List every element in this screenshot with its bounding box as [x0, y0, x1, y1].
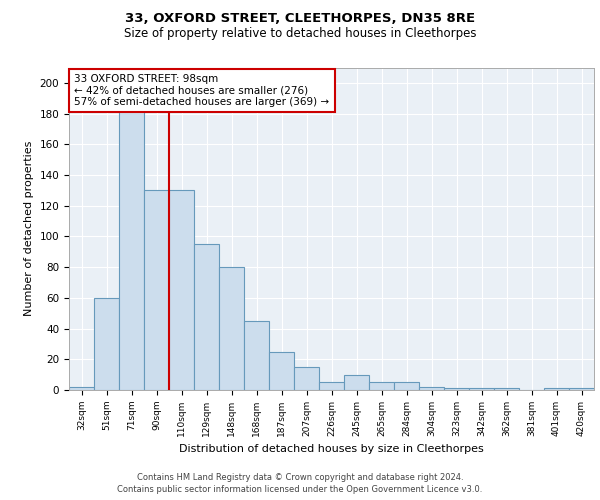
Bar	[144, 190, 169, 390]
Text: Contains HM Land Registry data © Crown copyright and database right 2024.: Contains HM Land Registry data © Crown c…	[137, 472, 463, 482]
Bar	[319, 382, 344, 390]
Bar	[269, 352, 294, 390]
Bar	[194, 244, 219, 390]
Bar	[119, 98, 144, 390]
Bar	[169, 190, 194, 390]
Text: Size of property relative to detached houses in Cleethorpes: Size of property relative to detached ho…	[124, 28, 476, 40]
Text: Contains public sector information licensed under the Open Government Licence v3: Contains public sector information licen…	[118, 485, 482, 494]
Bar	[219, 267, 244, 390]
Bar	[294, 367, 319, 390]
Bar	[94, 298, 119, 390]
Bar	[69, 387, 94, 390]
Bar	[444, 388, 469, 390]
Bar	[419, 387, 444, 390]
Bar	[369, 382, 394, 390]
Bar	[244, 321, 269, 390]
Bar	[494, 388, 519, 390]
Bar	[469, 388, 494, 390]
Text: 33 OXFORD STREET: 98sqm
← 42% of detached houses are smaller (276)
57% of semi-d: 33 OXFORD STREET: 98sqm ← 42% of detache…	[74, 74, 329, 107]
X-axis label: Distribution of detached houses by size in Cleethorpes: Distribution of detached houses by size …	[179, 444, 484, 454]
Bar	[344, 374, 369, 390]
Bar	[394, 382, 419, 390]
Bar	[569, 388, 594, 390]
Bar	[544, 388, 569, 390]
Y-axis label: Number of detached properties: Number of detached properties	[24, 141, 34, 316]
Text: 33, OXFORD STREET, CLEETHORPES, DN35 8RE: 33, OXFORD STREET, CLEETHORPES, DN35 8RE	[125, 12, 475, 26]
